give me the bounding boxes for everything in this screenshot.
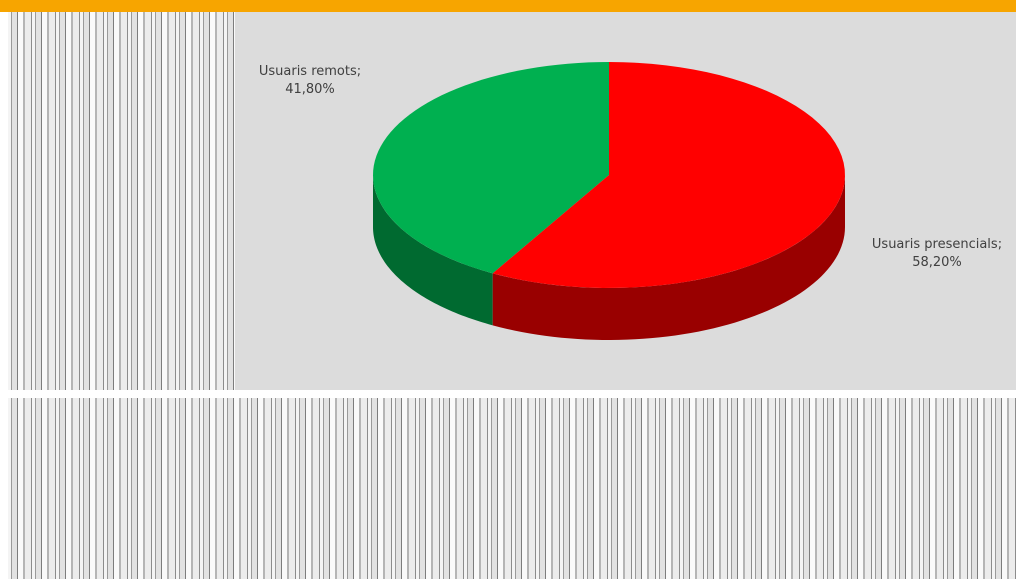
- pie-side: [492, 175, 845, 340]
- slice-value-label: 41,80%: [285, 82, 335, 97]
- slice-label: Usuaris presencials;: [872, 237, 1002, 252]
- paper-image: [8, 398, 1016, 579]
- pie-slice: [492, 62, 845, 288]
- slice-value-label: 58,20%: [912, 255, 962, 270]
- slice-label: Usuaris remots;: [259, 64, 361, 79]
- pie-side: [373, 175, 493, 326]
- pie-slice: [373, 62, 609, 274]
- chart: Usuaris remots; 41,80% Usuaris presencials…: [235, 12, 1016, 390]
- header-bar: [0, 0, 1016, 12]
- paper-image: [8, 12, 235, 390]
